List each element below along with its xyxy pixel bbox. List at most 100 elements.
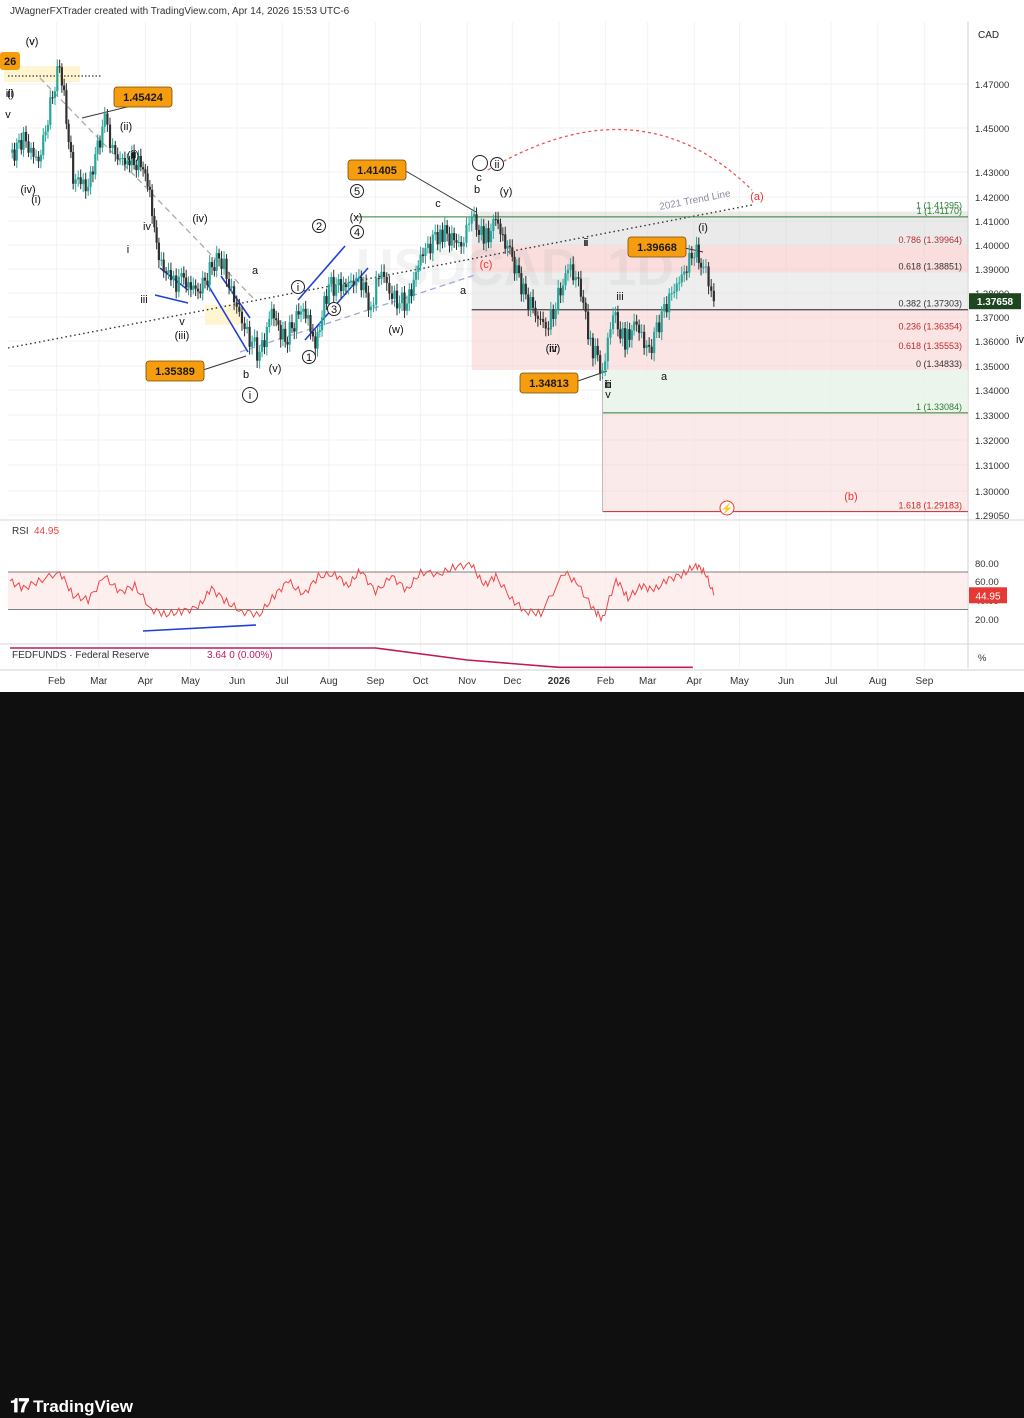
price-candle (572, 264, 575, 281)
price-candle (235, 302, 238, 307)
fib-level-label: 0.786 (1.39964) (898, 235, 962, 245)
price-candle (648, 344, 651, 347)
price-candle (299, 311, 303, 315)
price-candle (403, 292, 406, 311)
footer-bar: 𝟏𝟕 TradingView (0, 692, 1024, 1417)
price-candle (243, 323, 246, 330)
price-candle (84, 179, 87, 192)
price-candle (429, 243, 432, 254)
price-candle (426, 243, 430, 249)
price-candle (584, 302, 587, 312)
price-candle (65, 90, 68, 124)
price-candle (453, 233, 456, 241)
price-candle (295, 311, 298, 332)
price-candle (347, 282, 350, 288)
price-axis-tick: 1.35000 (975, 362, 1009, 373)
time-axis-tick: Oct (413, 676, 429, 687)
price-candle (405, 303, 409, 311)
wave-label: i (297, 282, 299, 294)
price-axis-tick: 1.33000 (975, 411, 1009, 422)
wave-label: (v) (26, 36, 39, 48)
fib-level-label: 0.236 (1.36354) (898, 322, 962, 332)
price-candle (628, 329, 631, 340)
alert-icon[interactable] (719, 500, 735, 516)
price-candle (663, 304, 666, 312)
last-price-marker (969, 293, 1021, 310)
wave-label: (c) (480, 259, 493, 271)
price-candle (60, 67, 63, 86)
wave-label: i (585, 237, 587, 249)
price-badge-label: 1.34813 (529, 378, 569, 390)
wave-label: 4 (354, 227, 360, 239)
price-candle (591, 337, 595, 359)
wave-label-circle (350, 184, 364, 198)
price-candle (569, 264, 572, 270)
rsi-series-line (9, 561, 715, 623)
price-candle (118, 158, 122, 160)
price-candle (460, 242, 463, 247)
wave-label: b (605, 379, 611, 391)
price-candle (383, 271, 386, 277)
price-candle (362, 282, 365, 291)
price-candle (192, 285, 195, 290)
price-candle (685, 271, 688, 273)
price-candle (293, 328, 296, 332)
tradingview-logo[interactable]: 𝟏𝟕 TradingView (10, 1396, 133, 1418)
wave-label: 3 (331, 304, 337, 316)
price-candle (320, 317, 324, 331)
price-candle (11, 149, 14, 153)
price-candle (408, 289, 411, 304)
wave-label: (iv) (20, 184, 35, 196)
time-axis-tick: Apr (138, 676, 154, 687)
price-candle (549, 309, 552, 330)
price-candle (668, 293, 671, 313)
price-candle (208, 262, 211, 286)
price-candle (132, 151, 136, 166)
wave-label: (y) (500, 186, 513, 198)
price-axis-tick: 1.42000 (975, 193, 1009, 204)
price-candle (20, 140, 23, 150)
price-candle (388, 282, 391, 294)
rsi-axis-tick: 60.00 (975, 577, 999, 588)
price-candle (499, 223, 502, 235)
wave-label-circle (350, 225, 364, 239)
price-badge-label: 1.41405 (357, 165, 397, 177)
price-candle (611, 315, 615, 330)
rsi-title: RSI (12, 526, 29, 537)
chart-canvas[interactable]: USDCAD, 1D 2021 Trend Line 1 (1.41395)1 … (0, 0, 1024, 692)
wave-label: i (127, 244, 129, 256)
price-candle (506, 245, 509, 249)
time-axis-tick: Feb (48, 676, 66, 687)
time-axis-tick: Aug (869, 676, 887, 687)
price-candle (559, 287, 562, 296)
price-candle (187, 282, 190, 288)
price-candle (477, 229, 481, 235)
rsi-value: 44.95 (34, 526, 59, 537)
price-candle (304, 308, 307, 319)
price-candle (531, 297, 535, 308)
time-axis-tick: Jun (778, 676, 794, 687)
fedfunds-series-line (10, 647, 693, 669)
price-badge (113, 86, 173, 108)
price-candle (49, 97, 52, 125)
price-candle (564, 273, 567, 286)
price-candle (335, 285, 338, 296)
price-candle (367, 292, 370, 311)
price-candle (385, 276, 388, 283)
time-axis-tick: Aug (320, 676, 338, 687)
price-axis-tick: 1.43000 (975, 168, 1009, 179)
price-candle (434, 232, 437, 235)
price-candle (349, 280, 353, 283)
price-candle (712, 290, 715, 302)
price-candle (587, 311, 590, 340)
price-candle (665, 304, 668, 313)
price-candle (323, 296, 326, 318)
price-candle (201, 277, 204, 294)
price-candle (515, 265, 518, 274)
price-candle (91, 171, 95, 175)
price-candle (529, 297, 532, 310)
price-candle (146, 173, 149, 187)
price-badge-clipped-label: 26 (4, 56, 16, 68)
price-candle (436, 232, 439, 245)
price-candle (27, 141, 30, 153)
